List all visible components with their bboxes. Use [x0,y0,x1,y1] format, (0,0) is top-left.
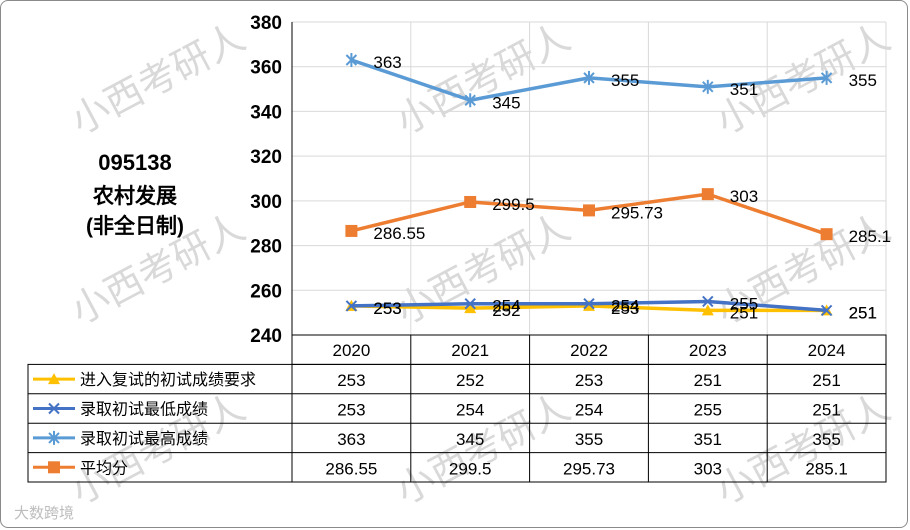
data-point [583,297,595,310]
watermark-text: 小西考研人 [64,205,252,333]
chart-title-mode: (非全日制) [86,215,184,238]
data-point [345,300,358,312]
table-cell-value: 299.5 [449,459,492,478]
data-label: 299.5 [492,195,535,214]
y-tick-label: 260 [250,281,282,302]
table-cell-value: 355 [575,430,603,449]
y-axis: 240 260 280 300 320 340 360 380 [250,13,282,347]
data-point [464,93,476,108]
y-tick-label: 340 [250,102,282,123]
y-tick-label: 280 [250,237,282,258]
data-point [702,295,714,308]
table-cell-value: 253 [337,401,365,420]
data-point [820,304,833,317]
data-point [345,53,358,68]
y-tick-label: 380 [250,13,282,34]
legend-key-marker [48,430,60,445]
legend-label: 录取初试最低成绩 [80,400,208,419]
data-label: 251 [849,303,877,322]
data-label: 295.73 [611,203,663,222]
data-label: 355 [849,71,877,90]
table-cell-value: 295.73 [563,459,615,478]
data-label: 253 [373,299,401,318]
table-cell-value: 254 [456,401,484,420]
table-cell-value: 251 [694,371,722,390]
table-row: 录取初试最高成绩 363 345 355 351 355 [33,429,841,449]
data-label: 345 [492,93,520,112]
y-tick-label: 320 [250,147,282,168]
legend-label: 录取初试最高成绩 [80,429,208,448]
table-cell-value: 363 [337,430,365,449]
table-row: 录取初试最低成绩 253 254 254 255 251 [33,400,841,420]
data-label: 253 [373,299,401,318]
data-point [583,70,595,85]
data-point [701,304,714,316]
x-category-label: 2024 [808,341,846,360]
watermark-text: 小西考研人 [709,385,897,513]
data-point [820,228,833,241]
x-category-label: 2021 [451,341,489,360]
data-point [820,70,833,85]
data-label: 251 [730,303,758,322]
watermark-text: 小西考研人 [64,15,252,143]
table-row: 平均分 286.55 299.5 295.73 303 285.1 [33,458,848,478]
y-tick-label: 360 [250,58,282,79]
legend-key-marker [48,461,60,474]
y-tick-label: 300 [250,192,282,213]
legend-key-marker [48,373,60,385]
table-row: 进入复试的初试成绩要求 253 252 253 251 251 [33,370,841,390]
data-label: 286.55 [373,224,425,243]
data-label: 303 [730,187,758,206]
data-label: 285.1 [849,227,892,246]
data-table: 2020 2021 2022 2023 2024 进入复试的初试成绩要求 253 252 253… [27,334,887,483]
footer-watermark: 大数跨境 [14,504,75,522]
legend-key-marker [48,402,60,415]
grid [291,21,887,336]
data-label: 251 [849,303,877,322]
data-label: 253 [611,299,639,318]
table-cell-value: 251 [812,401,840,420]
x-category-label: 2020 [332,341,370,360]
table-cell-value: 303 [694,459,722,478]
data-label: 254 [611,297,639,316]
table-cell-value: 253 [575,371,603,390]
data-point [702,79,714,94]
table-cell-value: 355 [812,430,840,449]
data-label: 351 [730,80,758,99]
table-cell-value: 252 [456,371,484,390]
table-cell-value: 253 [337,371,365,390]
x-category-label: 2022 [570,341,608,360]
data-point [345,224,358,237]
table-cell-value: 285.1 [805,459,848,478]
data-label: 252 [492,301,520,320]
table-cell-value: 255 [694,401,722,420]
data-point [583,204,595,217]
legend-label: 平均分 [80,458,128,477]
data-point [464,302,477,314]
legend-label: 进入复试的初试成绩要求 [80,370,256,389]
data-point [464,195,477,208]
data-label: 254 [492,297,520,316]
watermark-text: 小西考研人 [389,15,577,143]
table-cell-value: 251 [812,371,840,390]
data-label: 255 [730,294,758,313]
data-label: 363 [373,53,401,72]
table-cell-value: 351 [694,430,722,449]
series-layer [345,53,833,317]
chart-title-code: 095138 [98,150,172,175]
table-cell-value: 286.55 [325,459,377,478]
x-category-label: 2023 [689,341,727,360]
table-cell-value: 254 [575,401,603,420]
table-cell-value: 345 [456,430,484,449]
y-tick-label: 240 [250,326,282,347]
data-point [701,188,714,201]
data-point [464,297,476,310]
chart-title-name: 农村发展 [93,185,177,208]
data-label: 355 [611,71,639,90]
